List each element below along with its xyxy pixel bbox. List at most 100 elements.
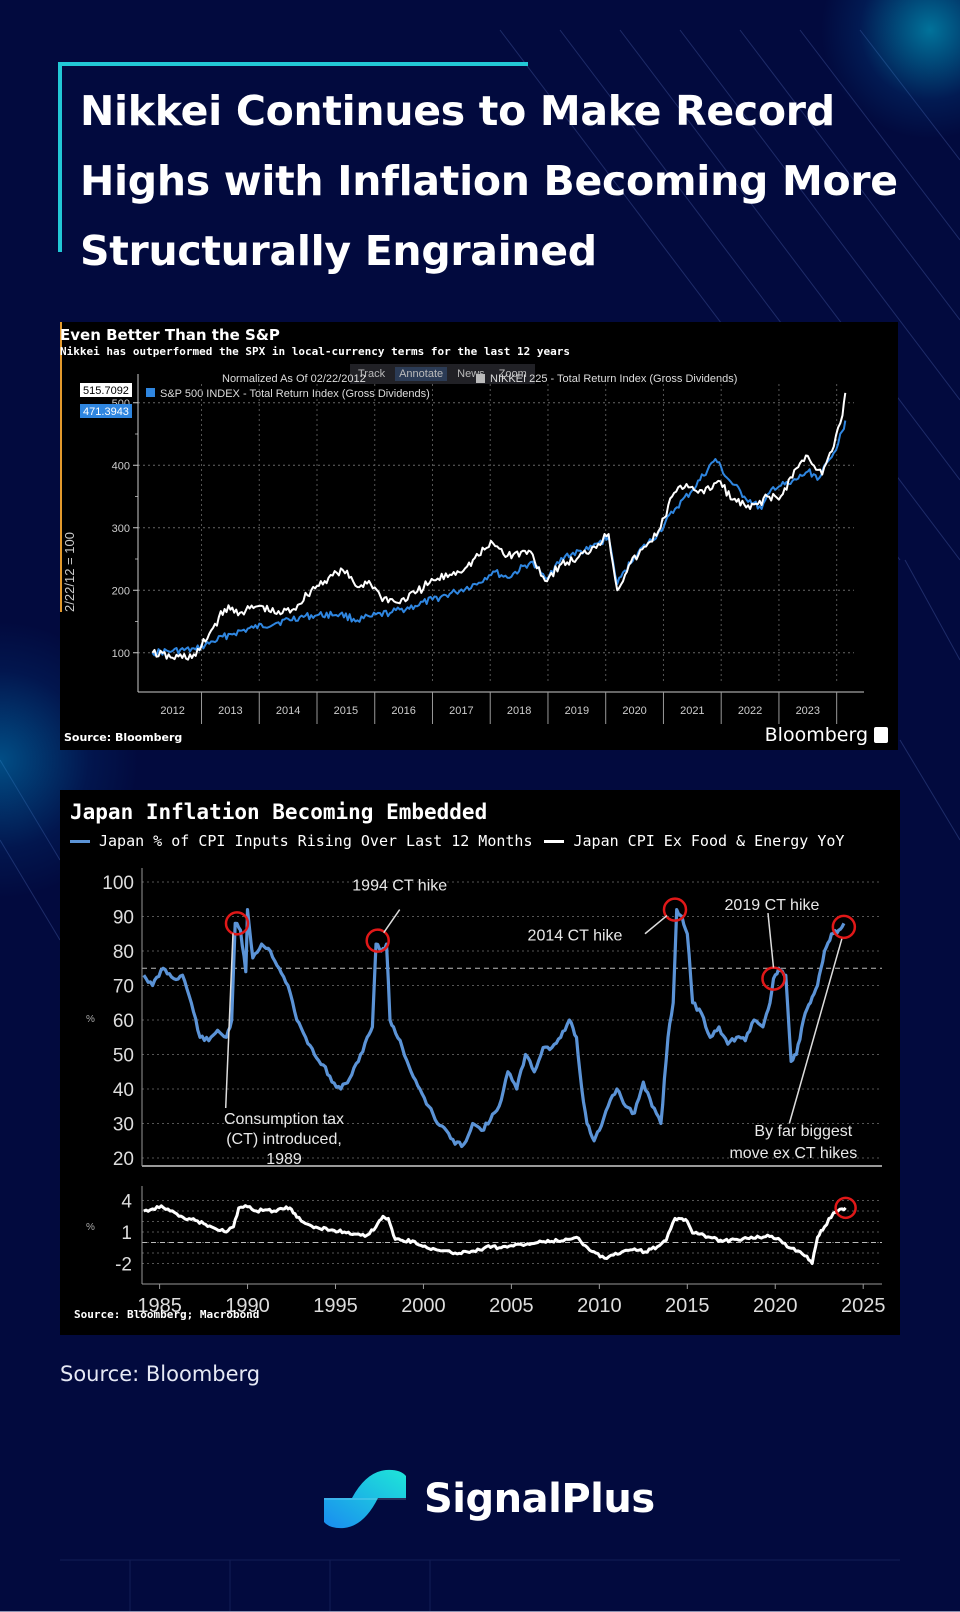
bloomberg-brand: Bloomberg [765, 724, 888, 746]
tick-label-x: 2018 [507, 705, 531, 717]
annotation-circle [224, 911, 250, 936]
chart-nikkei-vs-spx: Even Better Than the S&P Nikkei has outp… [60, 322, 898, 750]
annotation-leader [767, 912, 775, 968]
annotation-label: 1994 CT hike [352, 878, 447, 895]
tick-label-y-upper: 20 [113, 1149, 134, 1170]
legend-spx: S&P 500 INDEX - Total Return Index (Gros… [160, 388, 430, 400]
legend-swatch-cpi-inputs [70, 839, 90, 843]
legend-swatch-spx [146, 388, 155, 397]
y-axis-unit-lower: % [86, 1222, 95, 1233]
last-value-badge-nikkei [80, 383, 132, 397]
annotation-label: move ex CT hikes [729, 1145, 857, 1162]
annotation-circle [365, 928, 390, 953]
tick-label-y: 400 [112, 460, 130, 472]
tick-label-x: 2023 [796, 705, 820, 717]
tick-label-x: 2017 [449, 705, 473, 717]
tick-label-x: 1995 [313, 1295, 358, 1317]
tick-label-y-upper: 40 [113, 1080, 134, 1101]
tick-label-y-upper: 100 [102, 873, 134, 894]
chart-subtitle: Nikkei has outperformed the SPX in local… [60, 345, 570, 358]
title-line: Nikkei Continues to Make Record [80, 87, 835, 135]
tick-label-y-upper: 90 [113, 908, 134, 929]
title-line: Highs with Inflation Becoming More [80, 157, 898, 205]
tick-label-y-lower: 1 [121, 1223, 132, 1244]
tick-label-x: 2013 [218, 705, 242, 717]
tick-label-y-upper: 70 [113, 977, 134, 998]
tick-label-x: 2000 [401, 1295, 446, 1317]
tick-label-x: 1990 [225, 1295, 270, 1317]
y-axis-label: 2/22/12 = 100 [62, 532, 77, 612]
series-line-core-cpi [143, 1204, 847, 1265]
chart2-plot: 20 30 40 50 60 70 80 90 100 -2 1 4 1985 1990 1995 2000 2… [86, 868, 886, 1317]
legend-swatch-core-cpi [544, 839, 565, 843]
series-line [151, 392, 847, 661]
bloomberg-wordmark: Bloomberg [764, 724, 868, 746]
legend-swatch-nikkei [476, 374, 485, 383]
tick-label-x: 2010 [577, 1295, 622, 1317]
tick-label-y-upper: 30 [113, 1115, 134, 1136]
chart-toolbar: Track Annotate News Zoom [350, 364, 535, 384]
tick-label-x: 2025 [841, 1295, 886, 1317]
last-value-badge-spx [80, 404, 132, 418]
annotation-label: 1989 [266, 1151, 302, 1168]
annotation-label: 2014 CT hike [528, 928, 623, 945]
title-line: Structurally Engrained [80, 227, 597, 275]
last-value-badge-nikkei-text: 515.7092 [83, 385, 129, 397]
tick-label-y-lower: 4 [121, 1192, 132, 1213]
tick-label-y: 200 [112, 585, 130, 597]
chart-source: Source: Bloomberg; Macrobond [74, 1308, 260, 1321]
annotation-leader [788, 938, 843, 1124]
tick-label-x: 2022 [738, 705, 762, 717]
chart-title: Japan Inflation Becoming Embedded [70, 800, 488, 824]
page-title: Nikkei Continues to Make Record Highs wi… [80, 76, 940, 286]
tick-label-x: 2005 [489, 1295, 534, 1317]
tick-label-x: 2021 [680, 705, 704, 717]
annotation-leader [224, 933, 234, 1109]
tick-label-y-upper: 60 [113, 1011, 134, 1032]
tick-label-x: 1985 [137, 1295, 182, 1317]
chart1-plot: Normalized As Of 02/22/2012 NIKKEI 225 -… [62, 373, 864, 724]
legend-nikkei: NIKKEI 225 - Total Return Index (Gross D… [490, 373, 737, 385]
chart-source: Source: Bloomberg [64, 731, 183, 744]
tick-label-x: 2015 [665, 1295, 710, 1317]
bloomberg-terminal-icon [874, 727, 888, 743]
tick-label-x: 2016 [391, 705, 415, 717]
header-accent-bar [58, 62, 528, 66]
annotation-circle [831, 914, 857, 940]
toolbar-zoom-button[interactable]: Zoom [498, 368, 527, 380]
tick-label-y: 100 [112, 648, 130, 660]
tick-label-y-upper: 80 [113, 942, 134, 963]
header-accent-bar-left [58, 62, 62, 252]
annotation-label: By far biggest [754, 1123, 852, 1140]
page-source: Source: Bloomberg [60, 1362, 261, 1386]
signalplus-logo: SignalPlus [322, 1468, 655, 1530]
tick-label-y-upper: 50 [113, 1046, 134, 1067]
toolbar-track-button[interactable]: Track [358, 368, 386, 380]
annotation-circle [662, 897, 688, 922]
annotation-label: (CT) introduced, [226, 1131, 342, 1148]
signalplus-wordmark: SignalPlus [424, 1476, 655, 1522]
legend-core-cpi: Japan CPI Ex Food & Energy YoY [573, 832, 845, 850]
tick-label-x: 2012 [160, 705, 184, 717]
toolbar-annotate-button[interactable]: Annotate [395, 367, 448, 381]
panel-accent [60, 322, 62, 612]
tick-label-x: 2015 [334, 705, 358, 717]
chart-legend: Japan % of CPI Inputs Rising Over Last 1… [70, 832, 844, 850]
series-line-cpi-inputs [142, 908, 846, 1149]
tick-label-x: 2014 [276, 705, 300, 717]
tick-label-x: 2020 [622, 705, 646, 717]
last-value-badge-spx-text: 471.3943 [83, 406, 129, 418]
y-axis-unit-upper: % [86, 1014, 95, 1025]
tick-label-y: 300 [112, 523, 130, 535]
signalplus-logo-icon [324, 1469, 406, 1529]
series-line [151, 420, 847, 657]
annotation-circle [834, 1196, 857, 1220]
tick-label-y-lower: -2 [115, 1255, 132, 1276]
annotation-leader [383, 909, 401, 934]
annotation-label: Consumption tax [224, 1111, 344, 1128]
legend-cpi-inputs: Japan % of CPI Inputs Rising Over Last 1… [99, 832, 533, 850]
tick-label-x: 2019 [565, 705, 589, 717]
chart-japan-inflation: Japan Inflation Becoming Embedded Japan … [60, 790, 900, 1335]
tick-label-x: 2020 [753, 1295, 798, 1317]
normalized-label: Normalized As Of 02/22/2012 [222, 373, 366, 385]
